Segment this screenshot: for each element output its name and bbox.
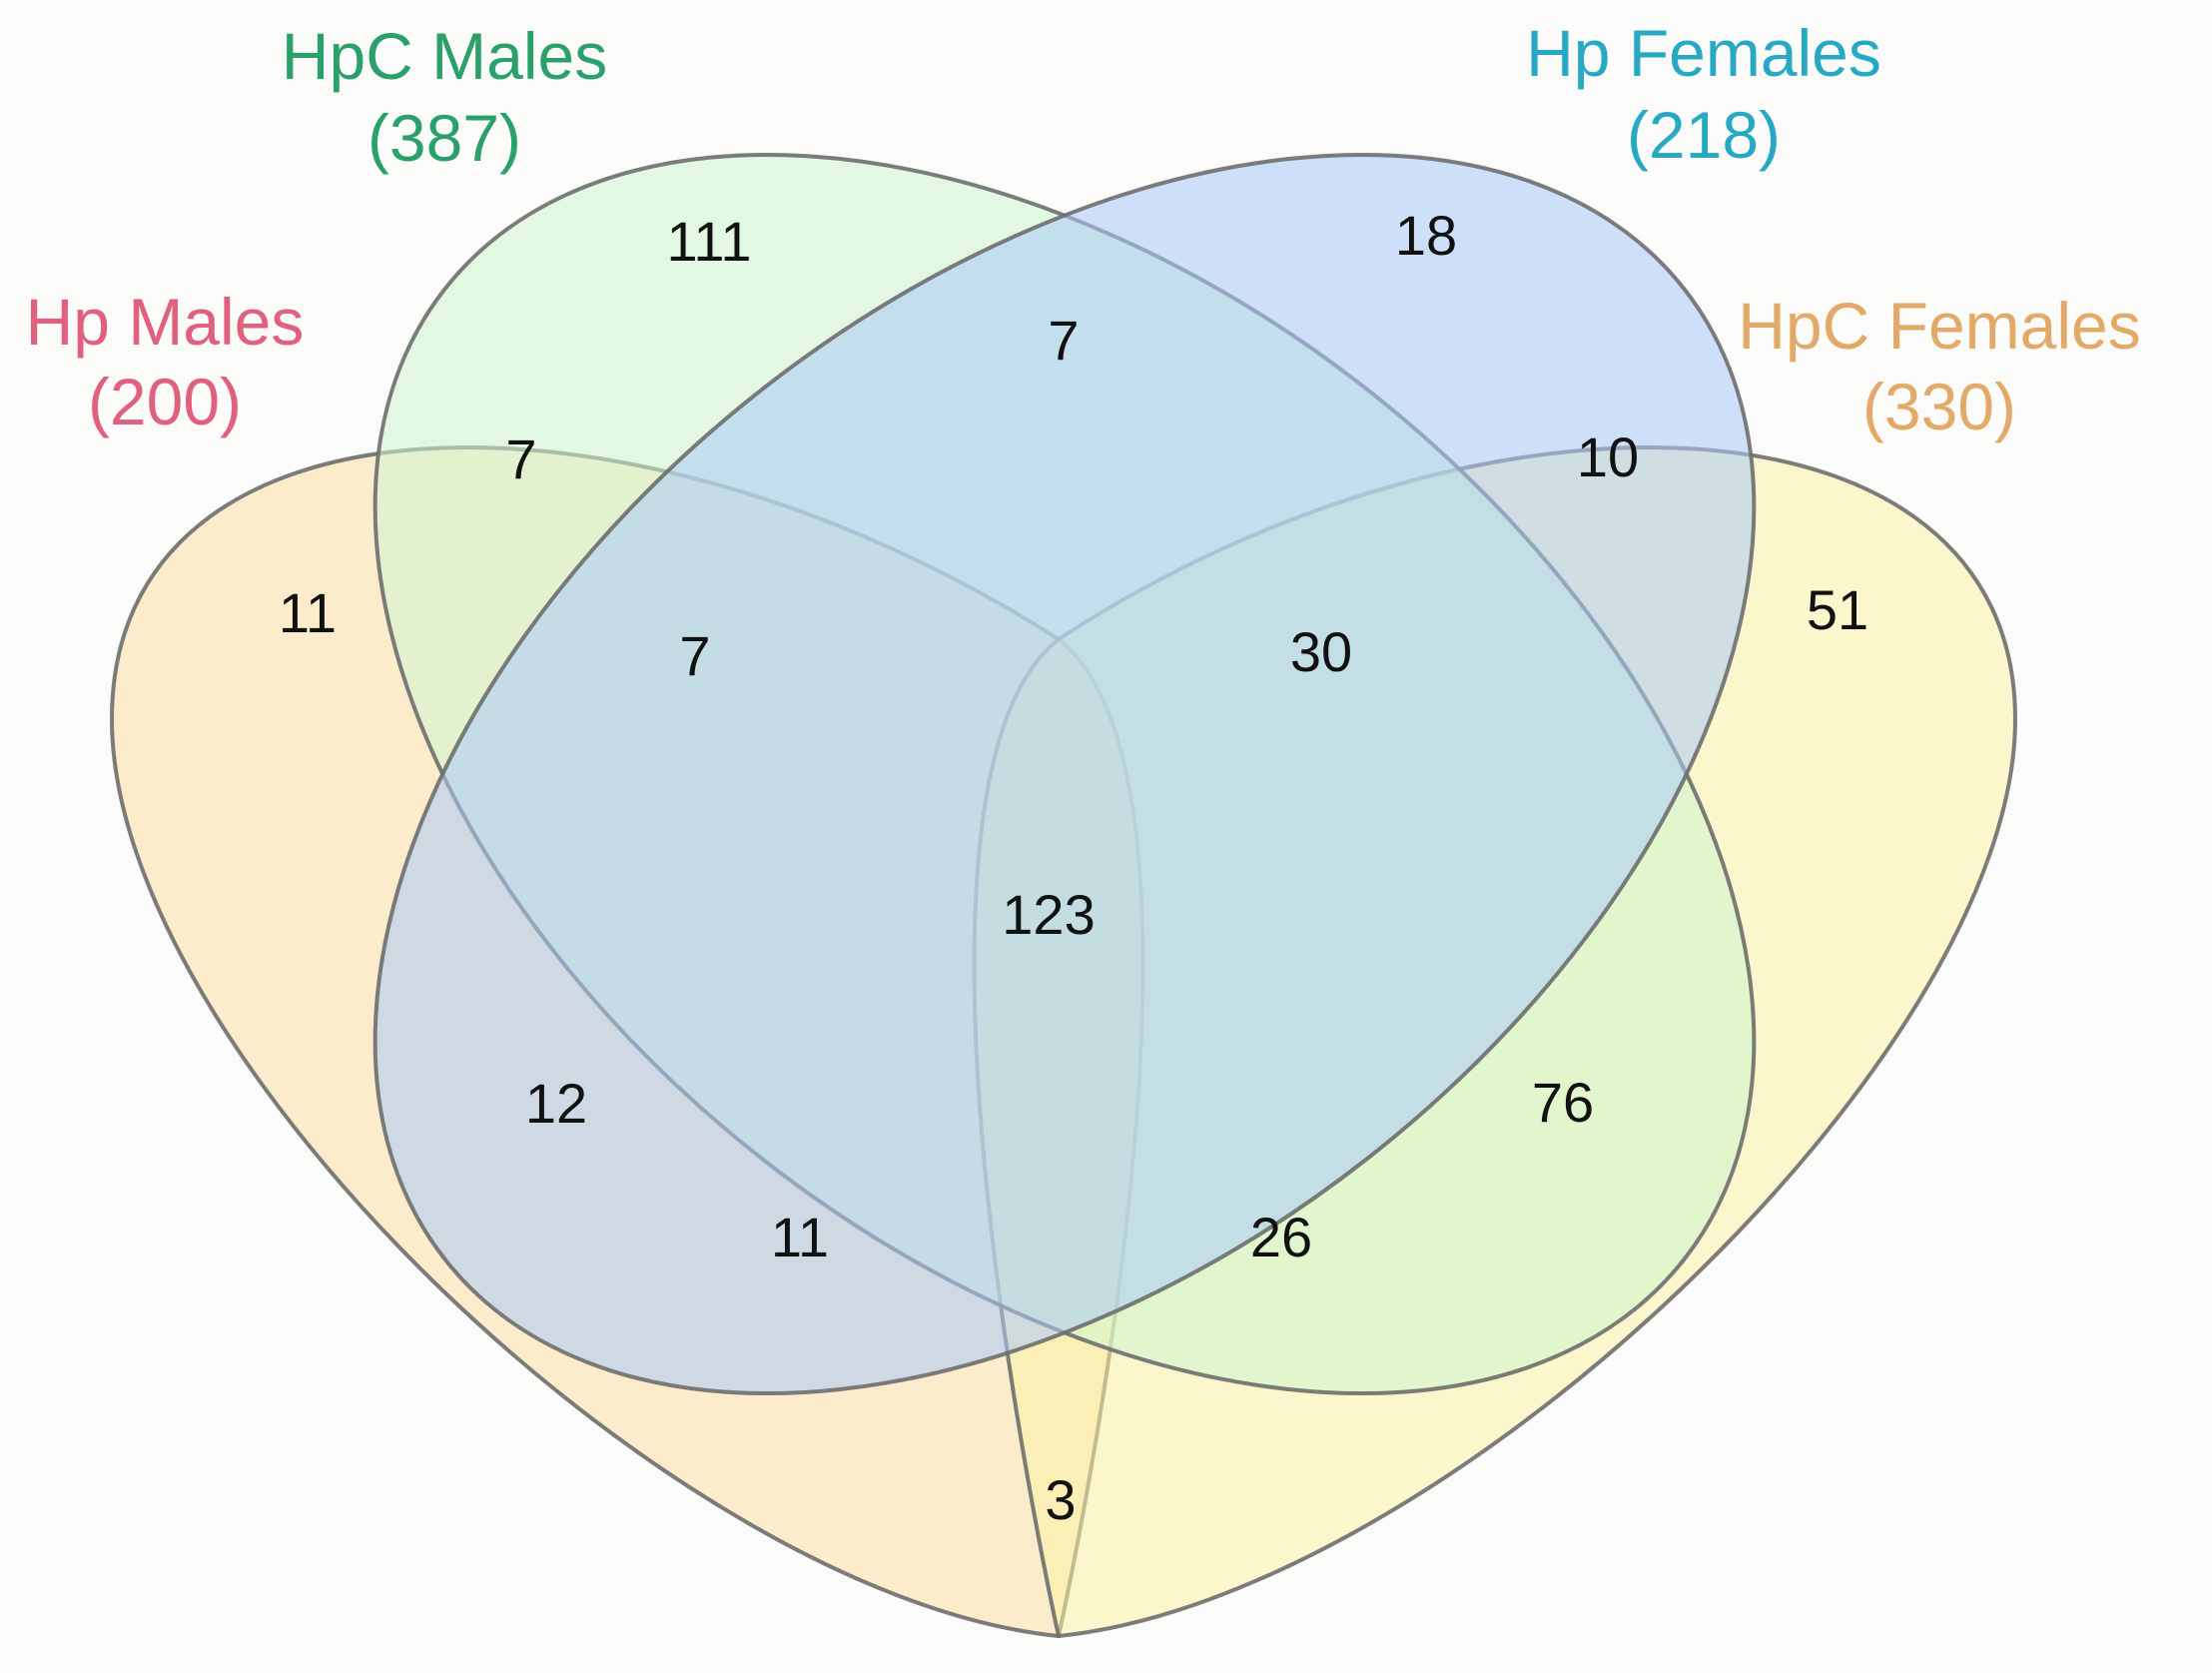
count-hpc-males-hpc-females: 76 xyxy=(1532,1071,1594,1134)
hp-males-label: Hp Males xyxy=(26,285,305,359)
hpc-females-label: HpC Females xyxy=(1738,289,2140,363)
count-hp-females-hpc-females: 10 xyxy=(1577,425,1639,488)
count-hp-males-only: 11 xyxy=(279,581,337,644)
count-hp-males-hpc-males-hp-females: 7 xyxy=(679,624,710,687)
hp-females-total: (218) xyxy=(1627,98,1781,172)
count-hp-males-hpc-females: 3 xyxy=(1045,1468,1076,1531)
count-hp-males-hp-females: 12 xyxy=(525,1072,587,1135)
count-all-four: 123 xyxy=(1002,883,1095,946)
count-hp-males-hp-females-hpc-females: 11 xyxy=(771,1206,829,1268)
count-hp-females-only: 18 xyxy=(1395,204,1457,267)
count-hpc-males-only: 111 xyxy=(666,210,751,273)
count-hpc-males-hp-females: 7 xyxy=(1048,309,1079,372)
count-hpc-males-hp-females-hpc-females: 30 xyxy=(1290,620,1352,683)
hpc-males-total: (387) xyxy=(368,101,521,175)
count-hp-males-hpc-males: 7 xyxy=(505,427,536,490)
hp-females-label: Hp Females xyxy=(1526,16,1881,90)
hp-males-total: (200) xyxy=(88,365,242,438)
hp-females-set-shape xyxy=(372,152,1757,1396)
count-hp-males-hpc-males-hpc-females: 26 xyxy=(1250,1206,1312,1268)
hpc-males-label: HpC Males xyxy=(282,19,607,93)
count-hpc-females-only: 51 xyxy=(1807,578,1868,641)
hpc-females-total: (330) xyxy=(1862,370,2016,443)
